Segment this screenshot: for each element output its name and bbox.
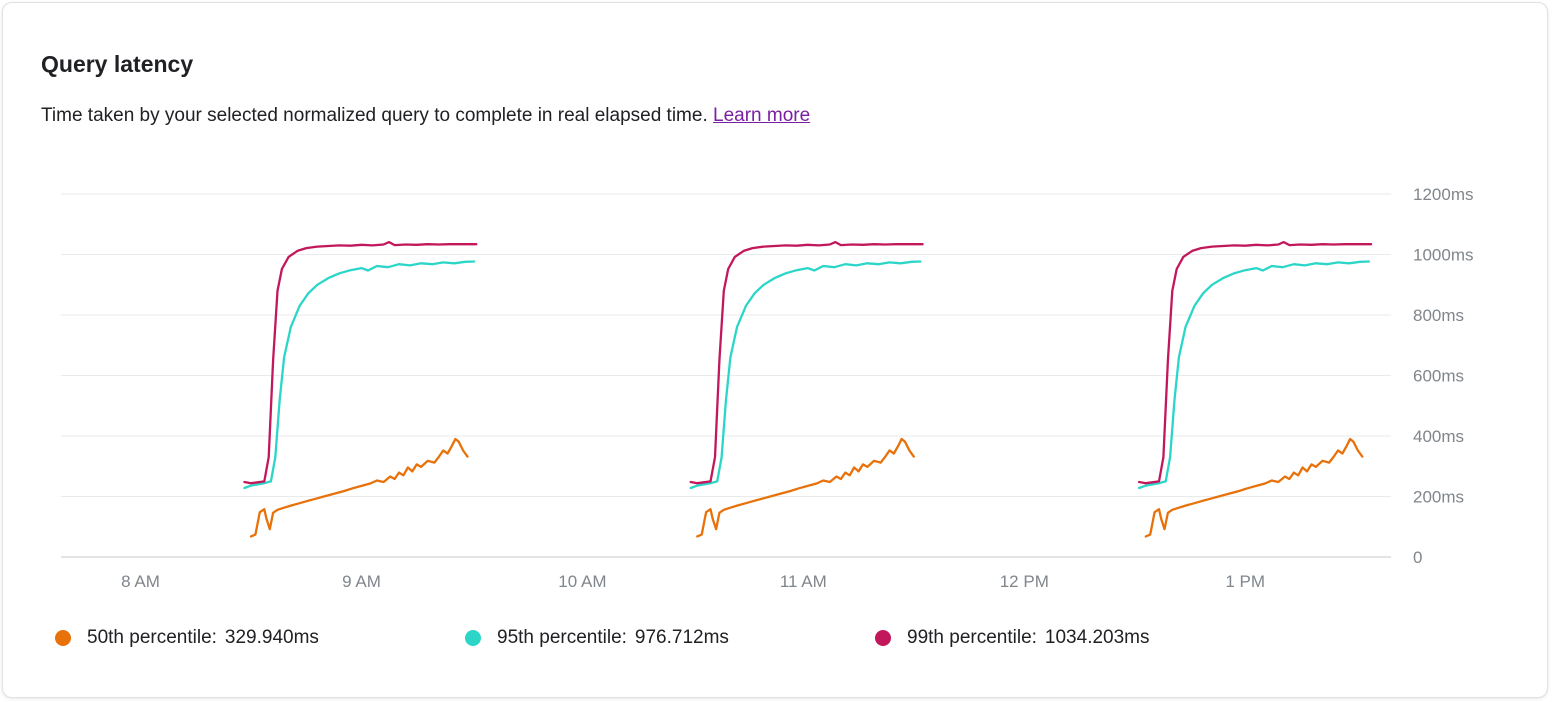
latency-chart-svg[interactable]: 0 200ms 400ms 600ms 800ms 1000ms 1200ms 8 AM 9 A… bbox=[41, 167, 1509, 599]
legend-series-name: 99th percentile: bbox=[907, 627, 1037, 648]
series-line-p50 bbox=[249, 437, 469, 538]
chart-legend: 50th percentile: 329.940ms 95th percentil… bbox=[41, 627, 1509, 649]
y-axis-label: 600ms bbox=[1413, 367, 1464, 386]
legend-series-name: 50th percentile: bbox=[87, 627, 217, 648]
y-axis-label: 1200ms bbox=[1413, 185, 1473, 204]
card-title: Query latency bbox=[41, 51, 194, 77]
series-line-p50 bbox=[696, 437, 915, 538]
legend-dot-95th bbox=[465, 630, 481, 646]
legend-series-value: 976.712ms bbox=[634, 627, 729, 648]
legend-dot-99th bbox=[875, 630, 891, 646]
series-line-p99 bbox=[1137, 240, 1373, 485]
latency-chart: 0 200ms 400ms 600ms 800ms 1000ms 1200ms 8 AM 9 A… bbox=[41, 167, 1509, 599]
x-axis-label: 12 PM bbox=[1000, 572, 1049, 591]
y-axis-label: 1000ms bbox=[1413, 246, 1473, 265]
legend-label-50th: 50th percentile: 329.940ms bbox=[87, 627, 319, 649]
legend-series-value: 329.940ms bbox=[224, 627, 319, 648]
series-line-p95 bbox=[689, 260, 922, 490]
legend-label-95th: 95th percentile: 976.712ms bbox=[497, 627, 729, 649]
legend-item-99th-percentile: 99th percentile: 1034.203ms bbox=[875, 627, 1285, 649]
x-axis-label: 9 AM bbox=[342, 572, 381, 591]
x-axis-label: 11 AM bbox=[780, 572, 827, 591]
learn-more-link[interactable]: Learn more bbox=[713, 105, 811, 126]
legend-dot-50th bbox=[55, 630, 71, 646]
series-line-p99 bbox=[689, 240, 924, 485]
y-axis-label: 0 bbox=[1413, 548, 1422, 567]
legend-series-name: 95th percentile: bbox=[497, 627, 627, 648]
y-axis-label: 400ms bbox=[1413, 427, 1464, 446]
legend-item-95th-percentile: 95th percentile: 976.712ms bbox=[465, 627, 875, 649]
x-axis-label: 8 AM bbox=[121, 572, 160, 591]
series-line-p99 bbox=[243, 240, 478, 485]
y-axis-label: 200ms bbox=[1413, 488, 1464, 507]
series-line-p95 bbox=[1137, 260, 1371, 490]
y-axis-label: 800ms bbox=[1413, 306, 1464, 325]
legend-label-99th: 99th percentile: 1034.203ms bbox=[907, 627, 1150, 649]
series-line-p50 bbox=[1144, 437, 1364, 538]
card-subtitle-text: Time taken by your selected normalized q… bbox=[41, 105, 708, 126]
x-axis-label: 1 PM bbox=[1225, 572, 1265, 591]
x-axis-label: 10 AM bbox=[558, 572, 606, 591]
legend-item-50th-percentile: 50th percentile: 329.940ms bbox=[55, 627, 465, 649]
legend-series-value: 1034.203ms bbox=[1044, 627, 1150, 648]
card-subtitle: Time taken by your selected normalized q… bbox=[41, 103, 1509, 129]
series-line-p95 bbox=[243, 260, 476, 490]
